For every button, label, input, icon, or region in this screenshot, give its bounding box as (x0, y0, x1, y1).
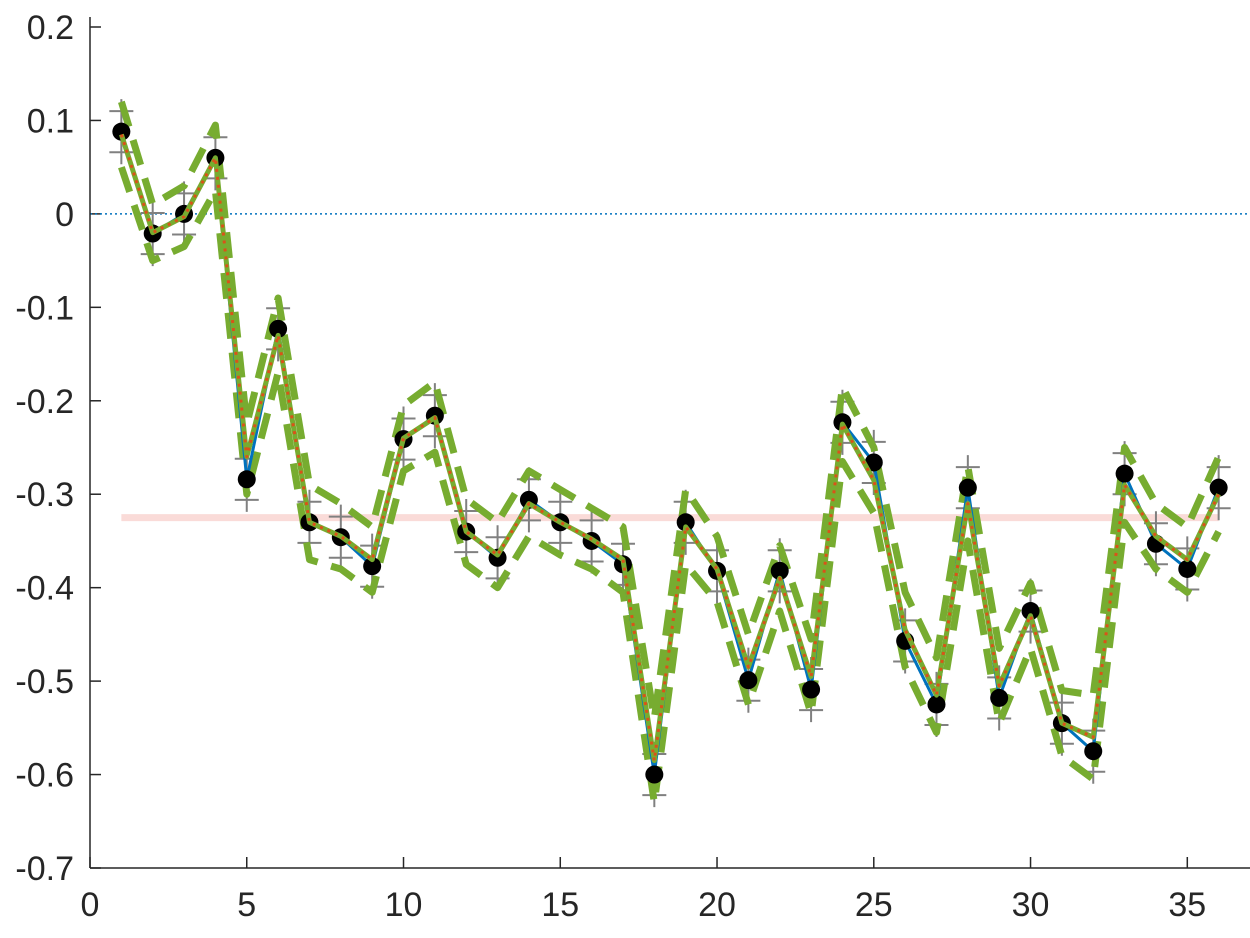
data-point (1084, 742, 1103, 761)
data-point (1021, 602, 1040, 621)
series-line (119, 131, 1220, 777)
x-tick-label: 35 (1168, 886, 1206, 924)
data-point (112, 122, 131, 141)
x-tick-label: 10 (385, 886, 423, 924)
data-point (363, 557, 382, 576)
x-tick-label: 20 (698, 886, 736, 924)
x-tick-label: 5 (237, 886, 256, 924)
data-point (676, 513, 695, 532)
data-point (269, 319, 288, 338)
y-tick-label: 0.2 (27, 9, 74, 47)
x-tick-label: 30 (1012, 886, 1050, 924)
data-point (739, 671, 758, 690)
error-marker (328, 504, 353, 529)
x-tick-label: 15 (541, 886, 579, 924)
y-tick-label: -0.1 (15, 289, 74, 327)
data-point (237, 470, 256, 489)
data-point (864, 453, 883, 472)
data-point (1115, 464, 1134, 483)
y-tick-label: -0.5 (15, 663, 74, 701)
data-point (770, 561, 789, 580)
error-marker (548, 489, 573, 514)
data-point (802, 680, 821, 699)
y-tick-label: -0.2 (15, 383, 74, 421)
x-tick-label: 25 (855, 886, 893, 924)
series-overlay (119, 134, 1220, 762)
series-line (118, 100, 1222, 722)
data-point (645, 765, 664, 784)
x-tick-label: 0 (81, 886, 100, 924)
data-point (990, 688, 1009, 707)
y-tick-label: -0.4 (15, 570, 74, 608)
error-marker (548, 530, 573, 555)
data-point (1178, 559, 1197, 578)
y-tick-label: 0 (55, 196, 74, 234)
error-marker (422, 424, 447, 449)
data-point (958, 478, 977, 497)
data-point (1209, 478, 1228, 497)
data-point (927, 695, 946, 714)
y-tick-label: -0.7 (15, 850, 74, 888)
y-tick-label: 0.1 (27, 102, 74, 140)
y-tick-label: -0.3 (15, 476, 74, 514)
series-line (118, 166, 1222, 807)
y-tick-label: -0.6 (15, 757, 74, 795)
error-marker (579, 508, 604, 533)
